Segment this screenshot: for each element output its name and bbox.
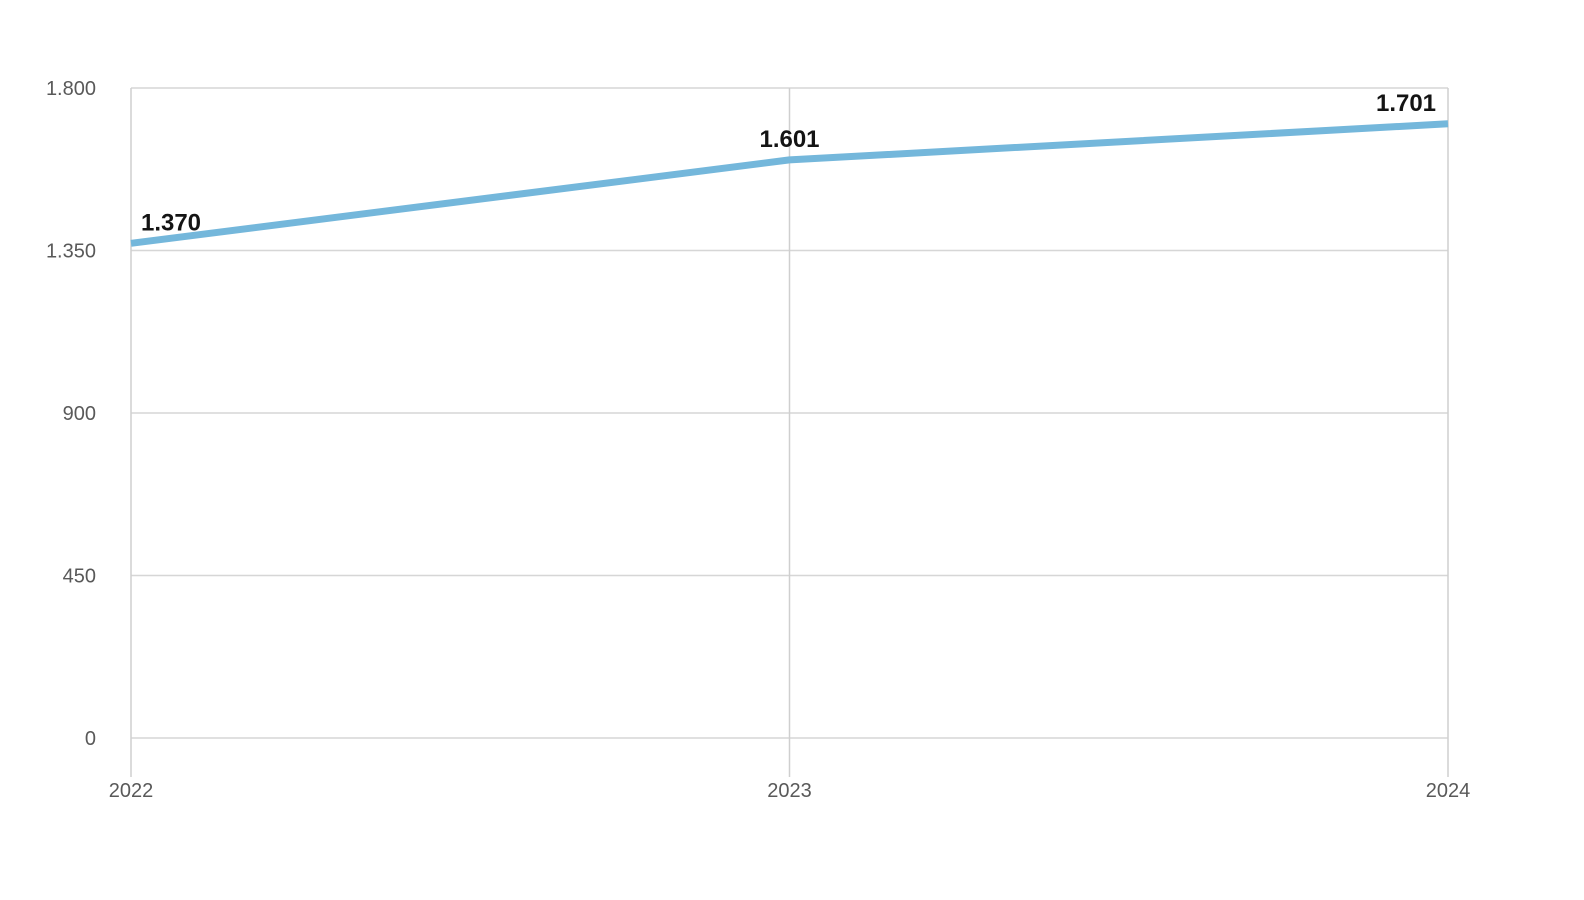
x-axis-tick-label: 2022 — [109, 780, 154, 802]
data-line-series-1 — [130, 120, 1449, 247]
y-axis-tick-label: 900 — [63, 403, 96, 425]
y-axis-tick-label: 1.800 — [46, 78, 96, 100]
data-point-label: 1.701 — [1376, 90, 1436, 117]
x-axis-tick-label: 2024 — [1426, 780, 1471, 802]
y-axis-tick-label: 450 — [63, 566, 96, 588]
y-axis-tick-label: 1.350 — [46, 241, 96, 263]
y-axis-tick-label: 0 — [85, 728, 96, 750]
data-point-label: 1.601 — [759, 126, 819, 153]
x-axis-tick-label: 2023 — [767, 780, 812, 802]
data-point-label: 1.370 — [141, 209, 201, 236]
